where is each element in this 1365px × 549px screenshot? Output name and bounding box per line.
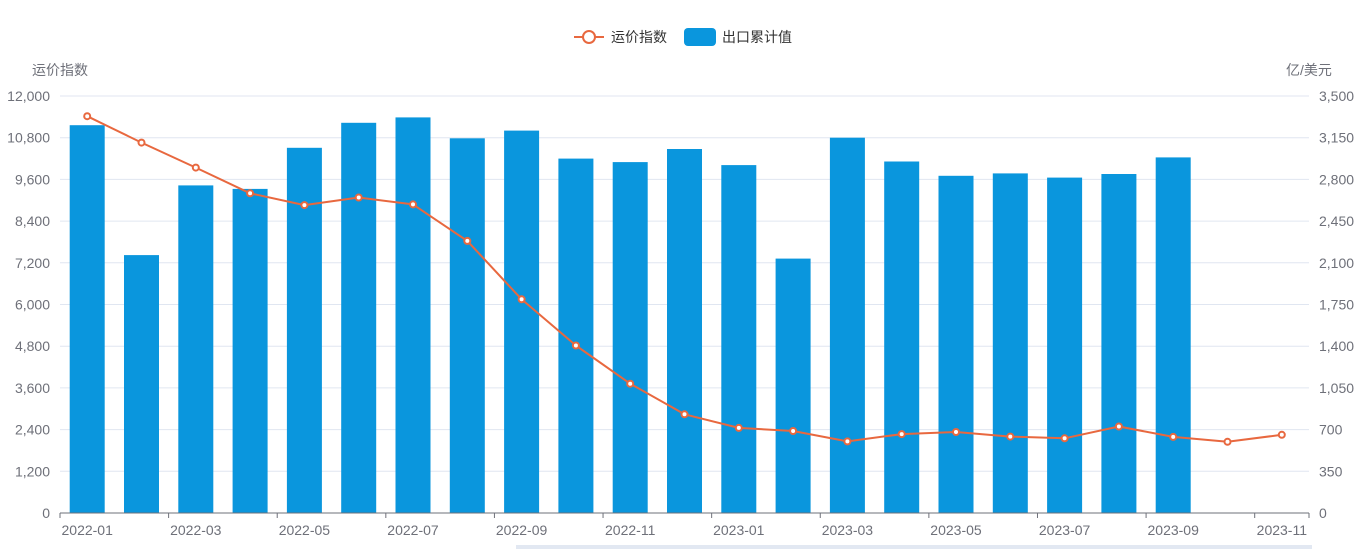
bar[interactable] bbox=[341, 122, 377, 514]
x-tick-label: 2023-03 bbox=[822, 522, 874, 538]
line-point[interactable] bbox=[680, 410, 689, 419]
bar[interactable] bbox=[829, 137, 865, 513]
y-right-ticks: 0 350 700 1,050 1,400 1,750 2,100 2,450 2,800 3,1… bbox=[1319, 88, 1354, 521]
x-tick-label: 2023-05 bbox=[930, 522, 982, 538]
line-point[interactable] bbox=[137, 138, 146, 147]
x-axis-ticks: 2022-01 2022-03 2022-05 2022-07 2022-09 2022-… bbox=[59, 513, 1310, 538]
x-tick-label: 2022-01 bbox=[62, 522, 114, 538]
bar[interactable] bbox=[884, 161, 920, 514]
line-point[interactable] bbox=[1169, 432, 1178, 441]
y-right-tick-label: 2,100 bbox=[1319, 255, 1354, 271]
bar[interactable] bbox=[504, 130, 540, 513]
y-left-tick-label: 2,400 bbox=[15, 422, 50, 438]
y-right-axis-title: 亿/美元 bbox=[1286, 62, 1332, 78]
bar[interactable] bbox=[69, 125, 105, 513]
line-point[interactable] bbox=[191, 163, 200, 172]
y-left-ticks: 0 1,200 2,400 3,600 4,800 6,000 7,200 8,400 9,60… bbox=[7, 88, 50, 521]
y-right-tick-label: 2,800 bbox=[1319, 171, 1354, 187]
line-point[interactable] bbox=[83, 112, 92, 121]
y-left-tick-label: 0 bbox=[42, 505, 50, 521]
y-right-tick-label: 3,150 bbox=[1319, 130, 1354, 146]
x-tick-label: 2022-07 bbox=[387, 522, 439, 538]
line-point[interactable] bbox=[1060, 434, 1069, 443]
bar[interactable] bbox=[1047, 177, 1083, 513]
legend[interactable]: 运价指数 出口累计值 bbox=[574, 28, 792, 46]
y-left-tick-label: 1,200 bbox=[15, 463, 50, 479]
bar[interactable] bbox=[775, 258, 811, 513]
x-tick-label: 2022-05 bbox=[279, 522, 331, 538]
y-right-tick-label: 1,400 bbox=[1319, 338, 1354, 354]
line-point[interactable] bbox=[409, 200, 417, 209]
y-right-tick-label: 350 bbox=[1319, 463, 1343, 479]
y-left-tick-label: 7,200 bbox=[15, 255, 50, 271]
bar[interactable] bbox=[721, 165, 757, 513]
line-point[interactable] bbox=[246, 189, 255, 198]
line-point[interactable] bbox=[626, 379, 635, 388]
line-point[interactable] bbox=[1006, 432, 1015, 441]
legend-line-dot bbox=[582, 30, 596, 44]
x-tick-label: 2023-11 bbox=[1257, 522, 1308, 538]
x-tick-label: 2023-01 bbox=[713, 522, 765, 538]
x-tick-label: 2023-07 bbox=[1039, 522, 1091, 538]
bar[interactable] bbox=[178, 185, 214, 513]
y-right-tick-label: 3,500 bbox=[1319, 88, 1354, 104]
bar[interactable] bbox=[992, 173, 1028, 513]
y-left-tick-label: 4,800 bbox=[15, 338, 50, 354]
y-left-tick-label: 6,000 bbox=[15, 297, 50, 313]
line-point[interactable] bbox=[517, 295, 526, 304]
legend-label-line: 运价指数 bbox=[611, 29, 667, 45]
x-tick-label: 2022-09 bbox=[496, 522, 548, 538]
y-left-tick-label: 3,600 bbox=[15, 380, 50, 396]
zoom-slider[interactable] bbox=[516, 545, 1312, 549]
legend-bar-marker bbox=[684, 28, 716, 46]
y-left-tick-label: 12,000 bbox=[7, 88, 50, 104]
line-point[interactable] bbox=[952, 428, 960, 436]
y-right-tick-label: 0 bbox=[1319, 505, 1327, 521]
line-point[interactable] bbox=[463, 236, 472, 245]
y-left-tick-label: 9,600 bbox=[15, 171, 50, 187]
y-right-tick-label: 700 bbox=[1319, 422, 1343, 438]
line-point[interactable] bbox=[300, 201, 309, 210]
x-tick-label: 2023-09 bbox=[1148, 522, 1200, 538]
line-series bbox=[83, 112, 1286, 446]
bar[interactable] bbox=[449, 138, 485, 514]
line-point[interactable] bbox=[789, 427, 798, 435]
bar[interactable] bbox=[1155, 157, 1191, 513]
line-point[interactable] bbox=[1277, 430, 1286, 439]
y-left-tick-label: 10,800 bbox=[7, 130, 50, 146]
bar[interactable] bbox=[124, 255, 159, 513]
legend-label-bar: 出口累计值 bbox=[722, 29, 792, 45]
y-right-tick-label: 1,050 bbox=[1319, 380, 1354, 396]
line-point[interactable] bbox=[354, 193, 363, 202]
line-point[interactable] bbox=[897, 430, 906, 439]
bar[interactable] bbox=[938, 175, 974, 514]
x-tick-label: 2022-11 bbox=[605, 522, 656, 538]
bar-series bbox=[69, 117, 1191, 514]
bar[interactable] bbox=[232, 188, 268, 513]
x-tick-label: 2022-03 bbox=[170, 522, 222, 538]
bar[interactable] bbox=[667, 149, 702, 513]
bar[interactable] bbox=[395, 117, 431, 514]
bar[interactable] bbox=[612, 162, 648, 513]
line-point[interactable] bbox=[734, 423, 743, 432]
line-point[interactable] bbox=[1223, 437, 1232, 446]
bar[interactable] bbox=[1101, 174, 1137, 513]
y-right-tick-label: 1,750 bbox=[1319, 297, 1354, 313]
line-point[interactable] bbox=[1114, 422, 1123, 431]
y-left-axis-title: 运价指数 bbox=[32, 62, 88, 78]
line-point[interactable] bbox=[843, 437, 852, 446]
line-point[interactable] bbox=[571, 341, 580, 350]
y-left-tick-label: 8,400 bbox=[15, 213, 50, 229]
y-right-tick-label: 2,450 bbox=[1319, 213, 1354, 229]
